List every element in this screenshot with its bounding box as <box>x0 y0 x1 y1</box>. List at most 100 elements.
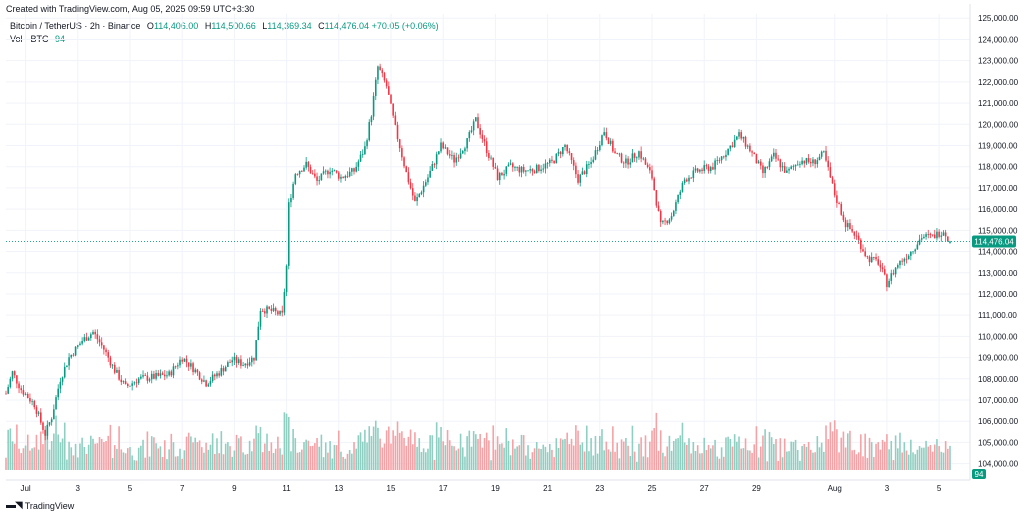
candle-body <box>455 157 458 163</box>
volume-bar <box>666 446 669 470</box>
candle-body <box>838 202 840 204</box>
volume-bar <box>9 428 12 470</box>
candle-body <box>918 239 921 245</box>
volume-bar <box>383 443 386 470</box>
volume-bar <box>929 445 932 470</box>
time-tick-label: 9 <box>232 484 237 493</box>
candle-body <box>303 167 305 172</box>
volume-bar <box>570 438 573 470</box>
candle-body <box>314 173 316 177</box>
volume-bar <box>744 438 747 470</box>
volume-bar <box>696 445 699 470</box>
candle-body <box>755 154 758 164</box>
volume-bar <box>703 437 706 470</box>
candle-body <box>424 182 427 186</box>
candle-body <box>633 153 636 158</box>
volume-bar <box>422 448 425 470</box>
volume-bar <box>903 442 906 470</box>
candle-body <box>801 160 803 165</box>
volume-bar <box>131 455 133 470</box>
candle-body <box>679 191 682 196</box>
candle-body <box>292 183 294 198</box>
volume-bar <box>322 457 325 470</box>
candle-body <box>385 80 388 87</box>
candle-body <box>96 334 99 340</box>
last-price-tag <box>972 235 1016 248</box>
candle-body <box>683 179 686 183</box>
candle-body <box>48 422 51 425</box>
candle-body <box>168 371 170 376</box>
candle-body <box>492 157 495 167</box>
last-price-label: 114,476.04 <box>974 237 1014 246</box>
candle-body <box>677 195 679 203</box>
price-tick-label: 122,000.00 <box>978 78 1019 87</box>
volume-bar <box>16 424 18 470</box>
candle-body <box>74 346 77 356</box>
volume-bar <box>749 450 751 470</box>
candle-body <box>242 365 244 367</box>
volume-bar <box>581 442 584 470</box>
price-tick-label: 110,000.00 <box>978 332 1018 341</box>
volume-bar <box>50 441 53 470</box>
volume-bar <box>74 443 77 470</box>
volume-bar <box>268 450 270 470</box>
candle-body <box>714 160 716 170</box>
candle-body <box>618 153 621 155</box>
volume-bar <box>862 456 864 470</box>
volume-bar <box>873 457 875 470</box>
volume-bar <box>235 434 238 470</box>
volume-bar <box>159 446 162 470</box>
candle-body <box>5 393 7 395</box>
candle-body <box>603 132 605 136</box>
volume-bar <box>198 440 201 470</box>
candle-body <box>233 356 236 361</box>
candle-body <box>831 177 834 184</box>
volume-bar <box>842 431 845 470</box>
volume-bar <box>22 448 25 470</box>
candle-body <box>18 383 20 389</box>
open-label: O <box>146 21 154 31</box>
volume-bar <box>923 447 925 470</box>
volume-bar <box>794 439 797 470</box>
volume-bar <box>607 449 610 470</box>
volume-bar <box>875 443 877 470</box>
volume-bar <box>664 456 666 470</box>
candle-body <box>712 167 714 170</box>
volume-bar <box>353 442 355 470</box>
candle-body <box>505 166 508 174</box>
time-tick-label: 7 <box>180 484 185 493</box>
volume-bar <box>522 435 525 470</box>
volume-bar <box>531 452 534 470</box>
candle-body <box>161 373 164 375</box>
candle-body <box>107 352 110 358</box>
candle-body <box>592 159 595 163</box>
candle-body <box>920 238 923 240</box>
volume-bar <box>29 450 31 470</box>
candle-body <box>870 257 873 263</box>
candle-body <box>157 372 160 376</box>
volume-bar <box>13 443 16 470</box>
volume-bar <box>63 422 66 470</box>
candle-body <box>662 220 664 223</box>
candle-body <box>899 260 901 266</box>
candle-body <box>50 419 53 423</box>
candle-body <box>72 354 75 356</box>
candle-body <box>803 160 806 164</box>
volume-bar <box>140 445 142 470</box>
candle-body <box>305 161 307 168</box>
candle-body <box>63 366 66 378</box>
volume-bar <box>418 438 421 470</box>
candle-body <box>485 141 488 154</box>
candle-body <box>651 170 653 179</box>
volume-bar <box>722 456 725 470</box>
symbol-label[interactable]: Bitcoin / TetherUS · 2h · Binance <box>10 21 141 31</box>
volume-bar <box>627 445 629 470</box>
volume-bar <box>947 448 949 470</box>
volume-bar <box>411 444 414 470</box>
volume-bar <box>596 453 599 470</box>
volume-bar <box>827 439 829 470</box>
candle-body <box>594 150 597 160</box>
candle-body <box>59 381 62 389</box>
volume-bar <box>618 458 621 470</box>
